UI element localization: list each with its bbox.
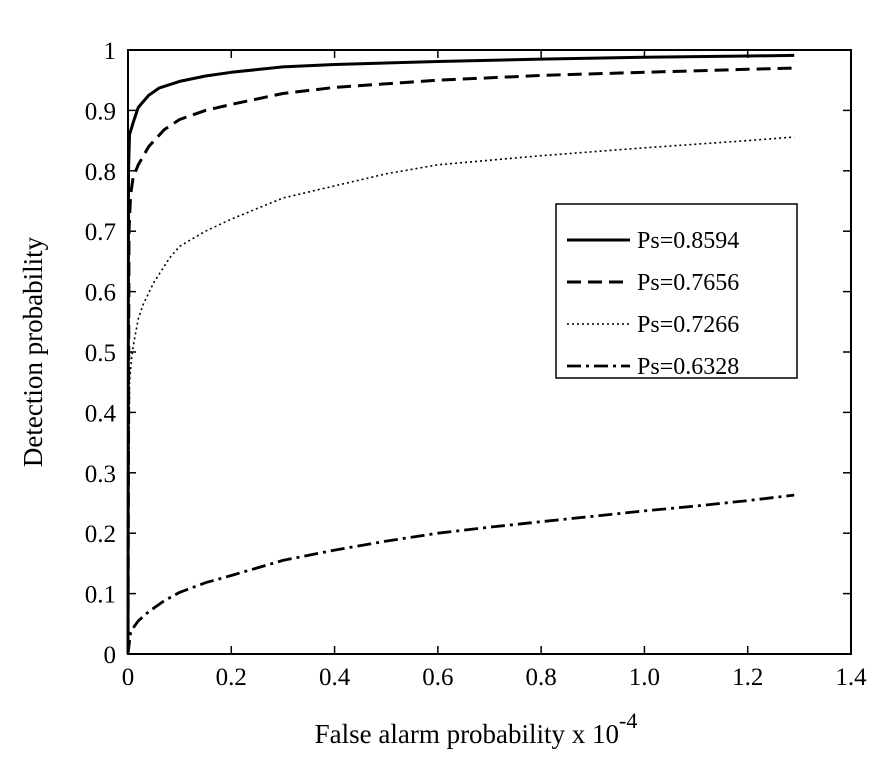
legend-label-3: Ps=0.7266 bbox=[637, 312, 739, 338]
legend-label-1: Ps=0.8594 bbox=[637, 228, 739, 254]
y-tick-label: 0.3 bbox=[85, 461, 116, 488]
x-tick-label: 0.2 bbox=[216, 664, 247, 691]
series-line-4 bbox=[128, 495, 794, 654]
y-tick-label: 0 bbox=[104, 642, 117, 669]
legend: Ps=0.8594 Ps=0.7656 Ps=0.7266 Ps=0.6328 bbox=[556, 204, 797, 380]
x-tick-label: 0.6 bbox=[422, 664, 453, 691]
x-axis-label-exponent: -4 bbox=[619, 708, 637, 733]
x-tick-label: 1.4 bbox=[835, 664, 867, 691]
x-axis-label: False alarm probability x 10-4 bbox=[315, 708, 638, 749]
y-tick-label: 0.5 bbox=[85, 340, 116, 367]
y-tick-label: 0.6 bbox=[85, 280, 116, 307]
legend-label-2: Ps=0.7656 bbox=[637, 270, 739, 296]
x-tick-label: 1.0 bbox=[629, 664, 660, 691]
x-axis-label-text: False alarm probability x 10 bbox=[315, 719, 619, 749]
y-tick-label: 0.4 bbox=[85, 400, 117, 427]
x-tick-label: 0.4 bbox=[319, 664, 351, 691]
y-tick-label: 0.7 bbox=[85, 219, 116, 246]
x-tick-label: 0.8 bbox=[526, 664, 557, 691]
y-tick-label: 0.9 bbox=[85, 98, 116, 125]
y-tick-label: 0.1 bbox=[85, 582, 116, 609]
y-tick-label: 0.2 bbox=[85, 521, 116, 548]
y-tick-label: 1 bbox=[104, 38, 117, 65]
legend-label-4: Ps=0.6328 bbox=[637, 354, 739, 380]
y-axis-label: Detection probability bbox=[18, 236, 48, 467]
x-tick-label: 1.2 bbox=[732, 664, 763, 691]
x-tick-label: 0 bbox=[122, 664, 135, 691]
y-tick-label: 0.8 bbox=[85, 159, 116, 186]
